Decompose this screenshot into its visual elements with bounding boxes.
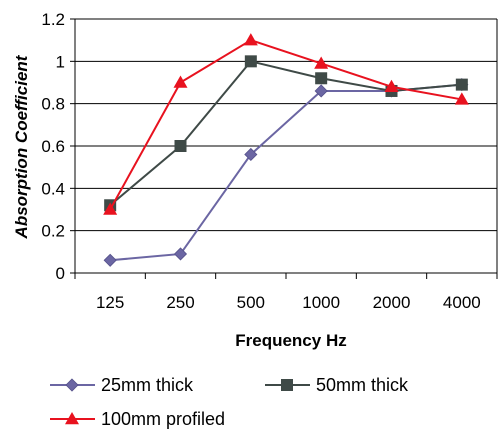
data-point — [314, 56, 329, 69]
series-line — [109, 60, 462, 207]
x-axis-title: Frequency Hz — [235, 331, 346, 350]
data-point — [455, 78, 468, 91]
series-0 — [103, 78, 469, 267]
data-point — [103, 202, 118, 215]
data-point — [314, 84, 328, 98]
legend-item: 100mm profiled — [50, 409, 225, 429]
x-tick-label: 4000 — [443, 293, 481, 312]
x-tick-label: 1000 — [302, 293, 340, 312]
legend: 25mm thick 50mm thick 100mm profiled — [50, 375, 409, 429]
x-tick-label: 125 — [96, 293, 124, 312]
y-tick-label: 0.6 — [41, 137, 65, 156]
data-point — [315, 72, 328, 85]
data-point — [174, 140, 187, 152]
legend-label: 100mm profiled — [101, 409, 225, 429]
legend-label: 50mm thick — [316, 375, 409, 395]
data-point — [454, 92, 469, 105]
y-tick-label: 1.2 — [41, 10, 65, 29]
data-point — [173, 247, 188, 261]
y-tick-label: 0.4 — [41, 179, 65, 198]
y-tick-label: 0 — [56, 264, 65, 283]
x-tick-label: 2000 — [373, 293, 411, 312]
data-point — [244, 55, 257, 68]
series-line — [109, 39, 463, 210]
legend-marker — [65, 412, 79, 425]
data-point — [244, 147, 258, 162]
x-tick-label: 250 — [166, 293, 194, 312]
legend-item: 25mm thick — [50, 375, 194, 395]
y-tick-label: 0.8 — [41, 95, 65, 114]
x-tick-label: 500 — [237, 293, 265, 312]
x-axis-ticks: 125 250 500 1000 2000 4000 — [96, 293, 481, 312]
grid-lines — [75, 18, 497, 232]
legend-marker — [65, 378, 79, 392]
y-tick-label: 1 — [56, 52, 65, 71]
data-point — [103, 253, 117, 267]
y-axis-ticks: 0 0.2 0.4 0.6 0.8 1 1.2 — [41, 10, 65, 283]
y-axis-title: Absorption Coefficient — [12, 54, 31, 239]
data-point — [384, 79, 399, 92]
series-line — [110, 83, 462, 262]
series-1 — [104, 55, 468, 212]
data-point — [243, 33, 258, 46]
y-tick-label: 0.2 — [41, 222, 65, 241]
plot-frame — [70, 18, 498, 279]
series-2 — [103, 33, 469, 215]
legend-item: 50mm thick — [265, 375, 409, 395]
legend-marker — [281, 379, 293, 391]
data-point — [173, 75, 188, 88]
legend-label: 25mm thick — [101, 375, 194, 395]
series-group — [103, 33, 469, 267]
